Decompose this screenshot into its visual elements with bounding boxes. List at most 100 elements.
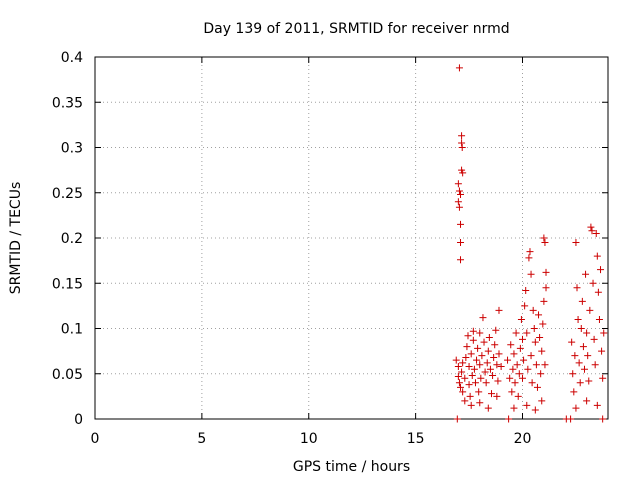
data-point (514, 392, 522, 400)
data-points (452, 64, 608, 423)
data-point (535, 311, 543, 319)
data-point (579, 343, 587, 351)
data-point (521, 302, 529, 310)
data-point (570, 388, 578, 396)
data-point (490, 353, 498, 361)
data-point (595, 315, 603, 323)
data-point (494, 377, 502, 385)
data-point (459, 169, 467, 177)
data-point (538, 347, 546, 355)
y-tick-label: 0.2 (61, 231, 83, 247)
data-point (492, 326, 500, 334)
data-point (516, 344, 524, 352)
data-point (506, 374, 514, 382)
data-point (589, 279, 597, 287)
data-point (524, 365, 532, 373)
data-point (474, 344, 482, 352)
data-point (568, 338, 576, 346)
data-point (508, 388, 516, 396)
data-point (591, 361, 599, 369)
x-tick-label: 0 (91, 431, 100, 447)
data-point (542, 284, 550, 292)
data-point (455, 203, 463, 211)
data-point (520, 356, 528, 364)
axis-ticks (94, 56, 608, 420)
data-point (495, 350, 503, 358)
data-point (457, 239, 465, 247)
data-point (597, 266, 605, 274)
data-point (466, 392, 474, 400)
y-tick-label: 0.3 (61, 141, 83, 157)
y-tick-label: 0.15 (52, 276, 83, 292)
data-point (467, 401, 475, 409)
data-point (495, 306, 503, 314)
data-point (505, 415, 513, 423)
data-point (457, 220, 465, 228)
data-point (592, 229, 600, 237)
data-point (588, 227, 596, 235)
data-point (517, 315, 525, 323)
data-point (532, 361, 540, 369)
data-point (522, 286, 530, 294)
data-point (515, 370, 523, 378)
data-point (600, 329, 608, 337)
data-point (455, 64, 463, 72)
data-point (527, 352, 535, 360)
x-tick-label: 15 (407, 431, 425, 447)
data-point (536, 334, 544, 342)
x-tick-label: 5 (197, 431, 206, 447)
data-point (584, 352, 592, 360)
data-point (465, 363, 473, 371)
data-point (575, 359, 583, 367)
data-point (454, 198, 462, 206)
data-point (510, 350, 518, 358)
data-point (523, 401, 531, 409)
y-tick-label: 0.05 (52, 367, 83, 383)
data-point (497, 363, 505, 371)
data-point (599, 415, 607, 423)
y-tick-label: 0 (74, 412, 83, 428)
data-point (519, 374, 526, 382)
data-point (467, 350, 475, 358)
data-point (462, 353, 470, 361)
data-point (458, 139, 466, 147)
data-point (481, 368, 489, 376)
data-point (593, 401, 601, 409)
data-point (582, 270, 590, 278)
data-point (463, 343, 471, 351)
data-point (533, 383, 541, 391)
data-point (583, 329, 591, 337)
data-point (525, 254, 533, 262)
data-point (527, 270, 535, 278)
data-point (542, 268, 550, 276)
data-point (537, 370, 545, 378)
data-point (523, 329, 531, 337)
data-point (457, 383, 465, 391)
data-point (572, 404, 580, 412)
data-point (479, 314, 487, 322)
data-point (461, 374, 469, 382)
data-point (469, 336, 477, 344)
data-point (477, 374, 485, 382)
data-point (573, 284, 581, 292)
data-point (507, 341, 515, 349)
data-point (488, 390, 496, 398)
data-point (455, 379, 463, 387)
y-tick-label: 0.35 (52, 95, 83, 111)
chart-title: Day 139 of 2011, SRMTID for receiver nrm… (203, 21, 509, 37)
y-tick-label: 0.4 (61, 50, 83, 66)
data-point (577, 325, 585, 332)
data-point (480, 338, 488, 346)
data-point (453, 415, 461, 423)
data-point (509, 365, 517, 373)
data-point (475, 388, 483, 396)
data-point (528, 379, 536, 387)
x-tick-label: 20 (514, 431, 532, 447)
data-point (485, 334, 493, 342)
data-point (459, 359, 467, 367)
data-point (529, 306, 537, 314)
data-point (513, 361, 521, 369)
data-point (476, 361, 484, 369)
data-point (482, 379, 490, 387)
